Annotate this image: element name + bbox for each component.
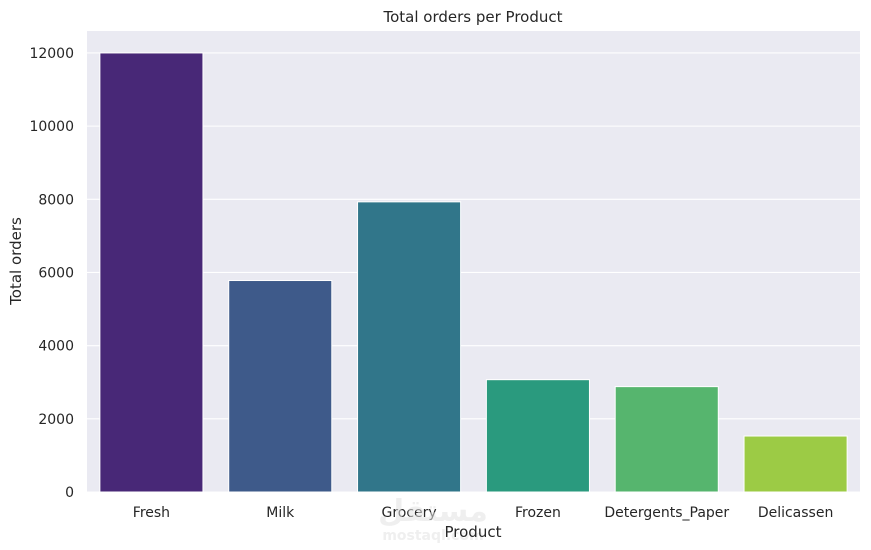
y-tick-label: 12000 <box>29 46 74 62</box>
y-tick-label: 0 <box>65 485 74 501</box>
y-tick-label: 6000 <box>38 265 74 281</box>
x-tick-label: Frozen <box>515 505 561 521</box>
x-tick-label: Delicassen <box>758 505 834 521</box>
bar-delicassen <box>743 435 848 493</box>
y-axis-label: Total orders <box>7 217 25 306</box>
plot-background <box>87 31 860 492</box>
y-tick-labels: 0 2000 4000 6000 8000 10000 12000 <box>29 46 74 501</box>
y-tick-label: 10000 <box>29 119 74 135</box>
bar-fresh <box>99 52 204 493</box>
x-tick-label: Grocery <box>381 505 436 521</box>
watermark-arabic: مستقل <box>378 494 488 529</box>
x-tick-label: Detergents_Paper <box>604 505 729 521</box>
x-tick-label: Milk <box>266 505 295 521</box>
gridlines <box>87 52 860 493</box>
bars <box>99 52 848 493</box>
bar-grocery <box>357 201 462 493</box>
y-tick-label: 8000 <box>38 192 74 208</box>
watermark: مستقل mostaql.com <box>378 494 488 544</box>
x-axis-label: Product <box>445 523 502 541</box>
x-tick-labels: Fresh Milk Grocery Frozen Detergents_Paper De… <box>133 505 834 521</box>
bar-milk <box>228 280 333 493</box>
y-tick-label: 2000 <box>38 412 74 428</box>
x-tick-label: Fresh <box>133 505 170 521</box>
chart-title: Total orders per Product <box>382 8 562 26</box>
watermark-latin: mostaql.com <box>382 528 483 544</box>
bar-detergents-paper <box>614 386 719 493</box>
y-tick-label: 4000 <box>38 339 74 355</box>
bar-frozen <box>485 379 590 493</box>
